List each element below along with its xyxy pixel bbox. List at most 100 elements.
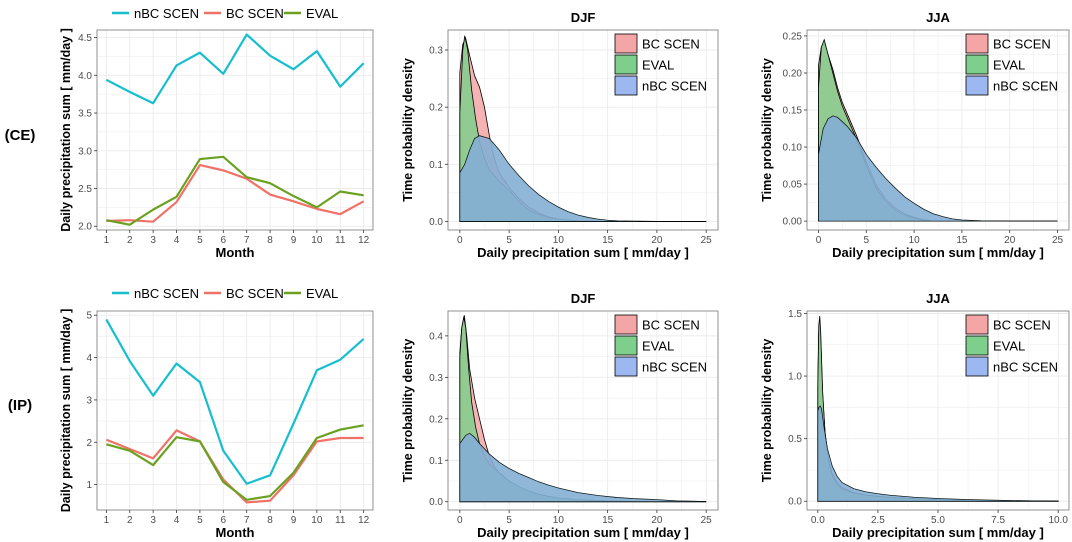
y-tick-label: 0.00 <box>783 217 803 228</box>
legend-label: EVAL <box>993 339 1025 354</box>
x-tick-label: 15 <box>956 235 968 246</box>
chart-ce-djf: 0.0 0.1 0.2 0.3 0 5 10 15 20 25 Daily precipitatio… <box>401 10 719 260</box>
y-tick-label: 3 <box>86 395 92 406</box>
density-nbc-scen <box>459 432 707 503</box>
density-overlap <box>459 135 707 222</box>
y-tick-label: 1 <box>86 480 92 491</box>
y-axis-title: Daily precipitation sum [ mm/day ] <box>59 28 73 232</box>
y-tick-label: 0.5 <box>788 434 802 445</box>
legend-label: EVAL <box>642 58 674 73</box>
series-line-eval <box>106 155 364 226</box>
plot-border <box>447 29 719 231</box>
x-tick-label: 0.0 <box>811 515 825 526</box>
x-tick-label: 0 <box>457 235 463 246</box>
legend-key <box>614 335 638 356</box>
x-tick-label: 11 <box>335 235 346 246</box>
x-tick-label: 9 <box>291 515 297 526</box>
legend-label: nBC SCEN <box>993 360 1058 375</box>
x-tick-label: 25 <box>1052 235 1064 246</box>
legend-label: nBC SCEN <box>134 6 199 21</box>
x-tick-label: 7 <box>244 235 250 246</box>
x-axis-title: Daily precipitation sum [ mm/day ] <box>832 245 1044 260</box>
y-axis-title: Time probability density <box>760 339 774 483</box>
x-axis-title: Daily precipitation sum [ mm/day ] <box>477 525 689 540</box>
legend-label: EVAL <box>993 58 1025 73</box>
x-tick-label: 20 <box>1004 235 1016 246</box>
legend-key <box>965 356 989 377</box>
y-tick-label: 0.10 <box>783 143 803 154</box>
y-tick-label: 4.0 <box>78 71 92 82</box>
chart-title: JJA <box>926 10 950 25</box>
y-tick-label: 0.2 <box>429 414 443 425</box>
legend-label: BC SCEN <box>642 318 700 333</box>
x-tick-label: 5.0 <box>931 515 945 526</box>
legend-label: BC SCEN <box>226 286 284 301</box>
legend-label: BC SCEN <box>993 37 1051 52</box>
x-tick-label: 0 <box>816 235 822 246</box>
x-tick-label: 20 <box>651 515 663 526</box>
y-tick-label: 0.05 <box>783 180 803 191</box>
chart-ce-monthly: 2.02.53.03.54.04.51 2 3 4 5 6 7 8 9 10 11 12MonthDa… <box>59 6 374 260</box>
y-tick-label: 2.5 <box>78 184 92 195</box>
density-overlap <box>459 433 707 502</box>
plot-border <box>96 310 374 511</box>
x-tick-label: 9 <box>291 235 297 246</box>
x-tick-label: 25 <box>701 235 713 246</box>
y-tick-label: 1.5 <box>788 309 802 320</box>
x-tick-label: 2.5 <box>871 515 885 526</box>
x-tick-label: 7 <box>244 515 250 526</box>
x-tick-label: 7.5 <box>991 515 1005 526</box>
x-tick-label: 10 <box>311 515 323 526</box>
y-tick-label: 0.20 <box>783 68 803 79</box>
chart-title: DJF <box>571 291 596 306</box>
x-tick-label: 5 <box>506 515 512 526</box>
density-nbc-scen <box>817 405 1059 502</box>
legend-key <box>614 54 638 75</box>
y-tick-label: 2.0 <box>78 222 92 233</box>
x-tick-label: 3 <box>150 515 156 526</box>
density-nbc-scen <box>818 115 1058 222</box>
row-label-ce: (CE) <box>5 127 36 144</box>
x-tick-label: 15 <box>602 235 614 246</box>
density-overlap <box>817 406 1059 502</box>
legend-label: nBC SCEN <box>642 360 707 375</box>
legend-key <box>965 335 989 356</box>
legend-label: BC SCEN <box>642 37 700 52</box>
x-axis-title: Daily precipitation sum [ mm/day ] <box>832 525 1044 540</box>
y-tick-label: 1.0 <box>788 372 802 383</box>
y-axis-title: Time probability density <box>401 58 415 202</box>
chart-ip-jja: 0.0 0.5 1.0 1.5 0.0 2.5 5.0 7.5 10.0 Daily precip… <box>760 291 1070 540</box>
chart-title: JJA <box>926 291 950 306</box>
legend-key <box>965 75 989 96</box>
y-tick-label: 4 <box>86 353 92 364</box>
y-axis-title: Time probability density <box>401 339 415 483</box>
x-tick-label: 25 <box>701 515 713 526</box>
x-tick-label: 5 <box>197 515 203 526</box>
plot-panel <box>96 29 374 231</box>
legend-label: nBC SCEN <box>993 79 1058 94</box>
x-tick-label: 1 <box>104 235 110 246</box>
series-line-nbc-scen <box>105 33 365 105</box>
x-tick-label: 4 <box>174 235 180 246</box>
legend-key <box>614 75 638 96</box>
legend-label: nBC SCEN <box>642 79 707 94</box>
x-tick-label: 5 <box>864 235 870 246</box>
x-axis-title: Month <box>216 245 255 260</box>
legend-key <box>614 33 638 54</box>
plot-border <box>806 29 1070 231</box>
legend-label: EVAL <box>642 339 674 354</box>
chart-ip-djf: 0.0 0.1 0.2 0.3 0.4 0 5 10 15 20 25 Daily precipita… <box>401 291 719 540</box>
y-tick-label: 3.0 <box>78 146 92 157</box>
chart-title: DJF <box>571 10 596 25</box>
x-tick-label: 5 <box>197 235 203 246</box>
y-tick-label: 0.0 <box>429 217 443 228</box>
density-nbc-scen <box>459 135 707 222</box>
x-tick-label: 12 <box>358 515 370 526</box>
x-tick-label: 10 <box>553 515 565 526</box>
y-tick-label: 0.1 <box>429 160 443 171</box>
y-tick-label: 4.5 <box>78 33 92 44</box>
y-axis-title: Time probability density <box>760 58 774 202</box>
legend-key <box>965 33 989 54</box>
